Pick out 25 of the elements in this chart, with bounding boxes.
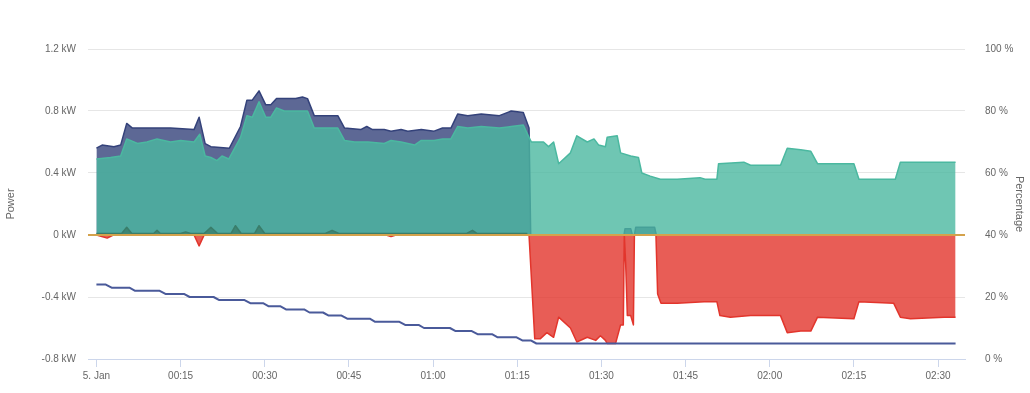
- y-tick-label: -0.4 kW: [41, 290, 77, 302]
- y2-tick-label: 0 %: [985, 352, 1003, 364]
- x-tick-label: 02:00: [757, 369, 783, 381]
- x-tick-label: 01:00: [420, 369, 447, 381]
- y2-tick-label: 40 %: [985, 228, 1008, 240]
- x-tick-label: 01:15: [504, 369, 531, 381]
- x-tick-label: 5. Jan: [82, 369, 111, 381]
- x-tick-label: 00:45: [336, 369, 362, 381]
- y2-tick-label: 100 %: [985, 42, 1014, 54]
- x-tick-label: 02:30: [925, 369, 952, 381]
- x-tick-label: 01:30: [588, 369, 615, 381]
- y2-tick-label: 20 %: [985, 290, 1008, 302]
- x-tick-label: 01:45: [673, 369, 699, 381]
- y-tick-label: -0.8 kW: [41, 352, 77, 364]
- x-tick-label: 00:30: [252, 369, 278, 381]
- x-tick-label: 02:15: [841, 369, 867, 381]
- y-tick-label: 0.8 kW: [44, 104, 77, 116]
- y2-tick-label: 60 %: [985, 166, 1008, 178]
- y-tick-label: 1.2 kW: [44, 42, 77, 54]
- y2-axis-title: Percentage: [1014, 175, 1027, 233]
- y-tick-label: 0.4 kW: [44, 166, 77, 178]
- y-tick-label: 0 kW: [53, 228, 77, 240]
- y2-tick-label: 80 %: [985, 104, 1008, 116]
- y-axis-title: Power: [3, 188, 16, 220]
- x-tick-label: 00:15: [168, 369, 194, 381]
